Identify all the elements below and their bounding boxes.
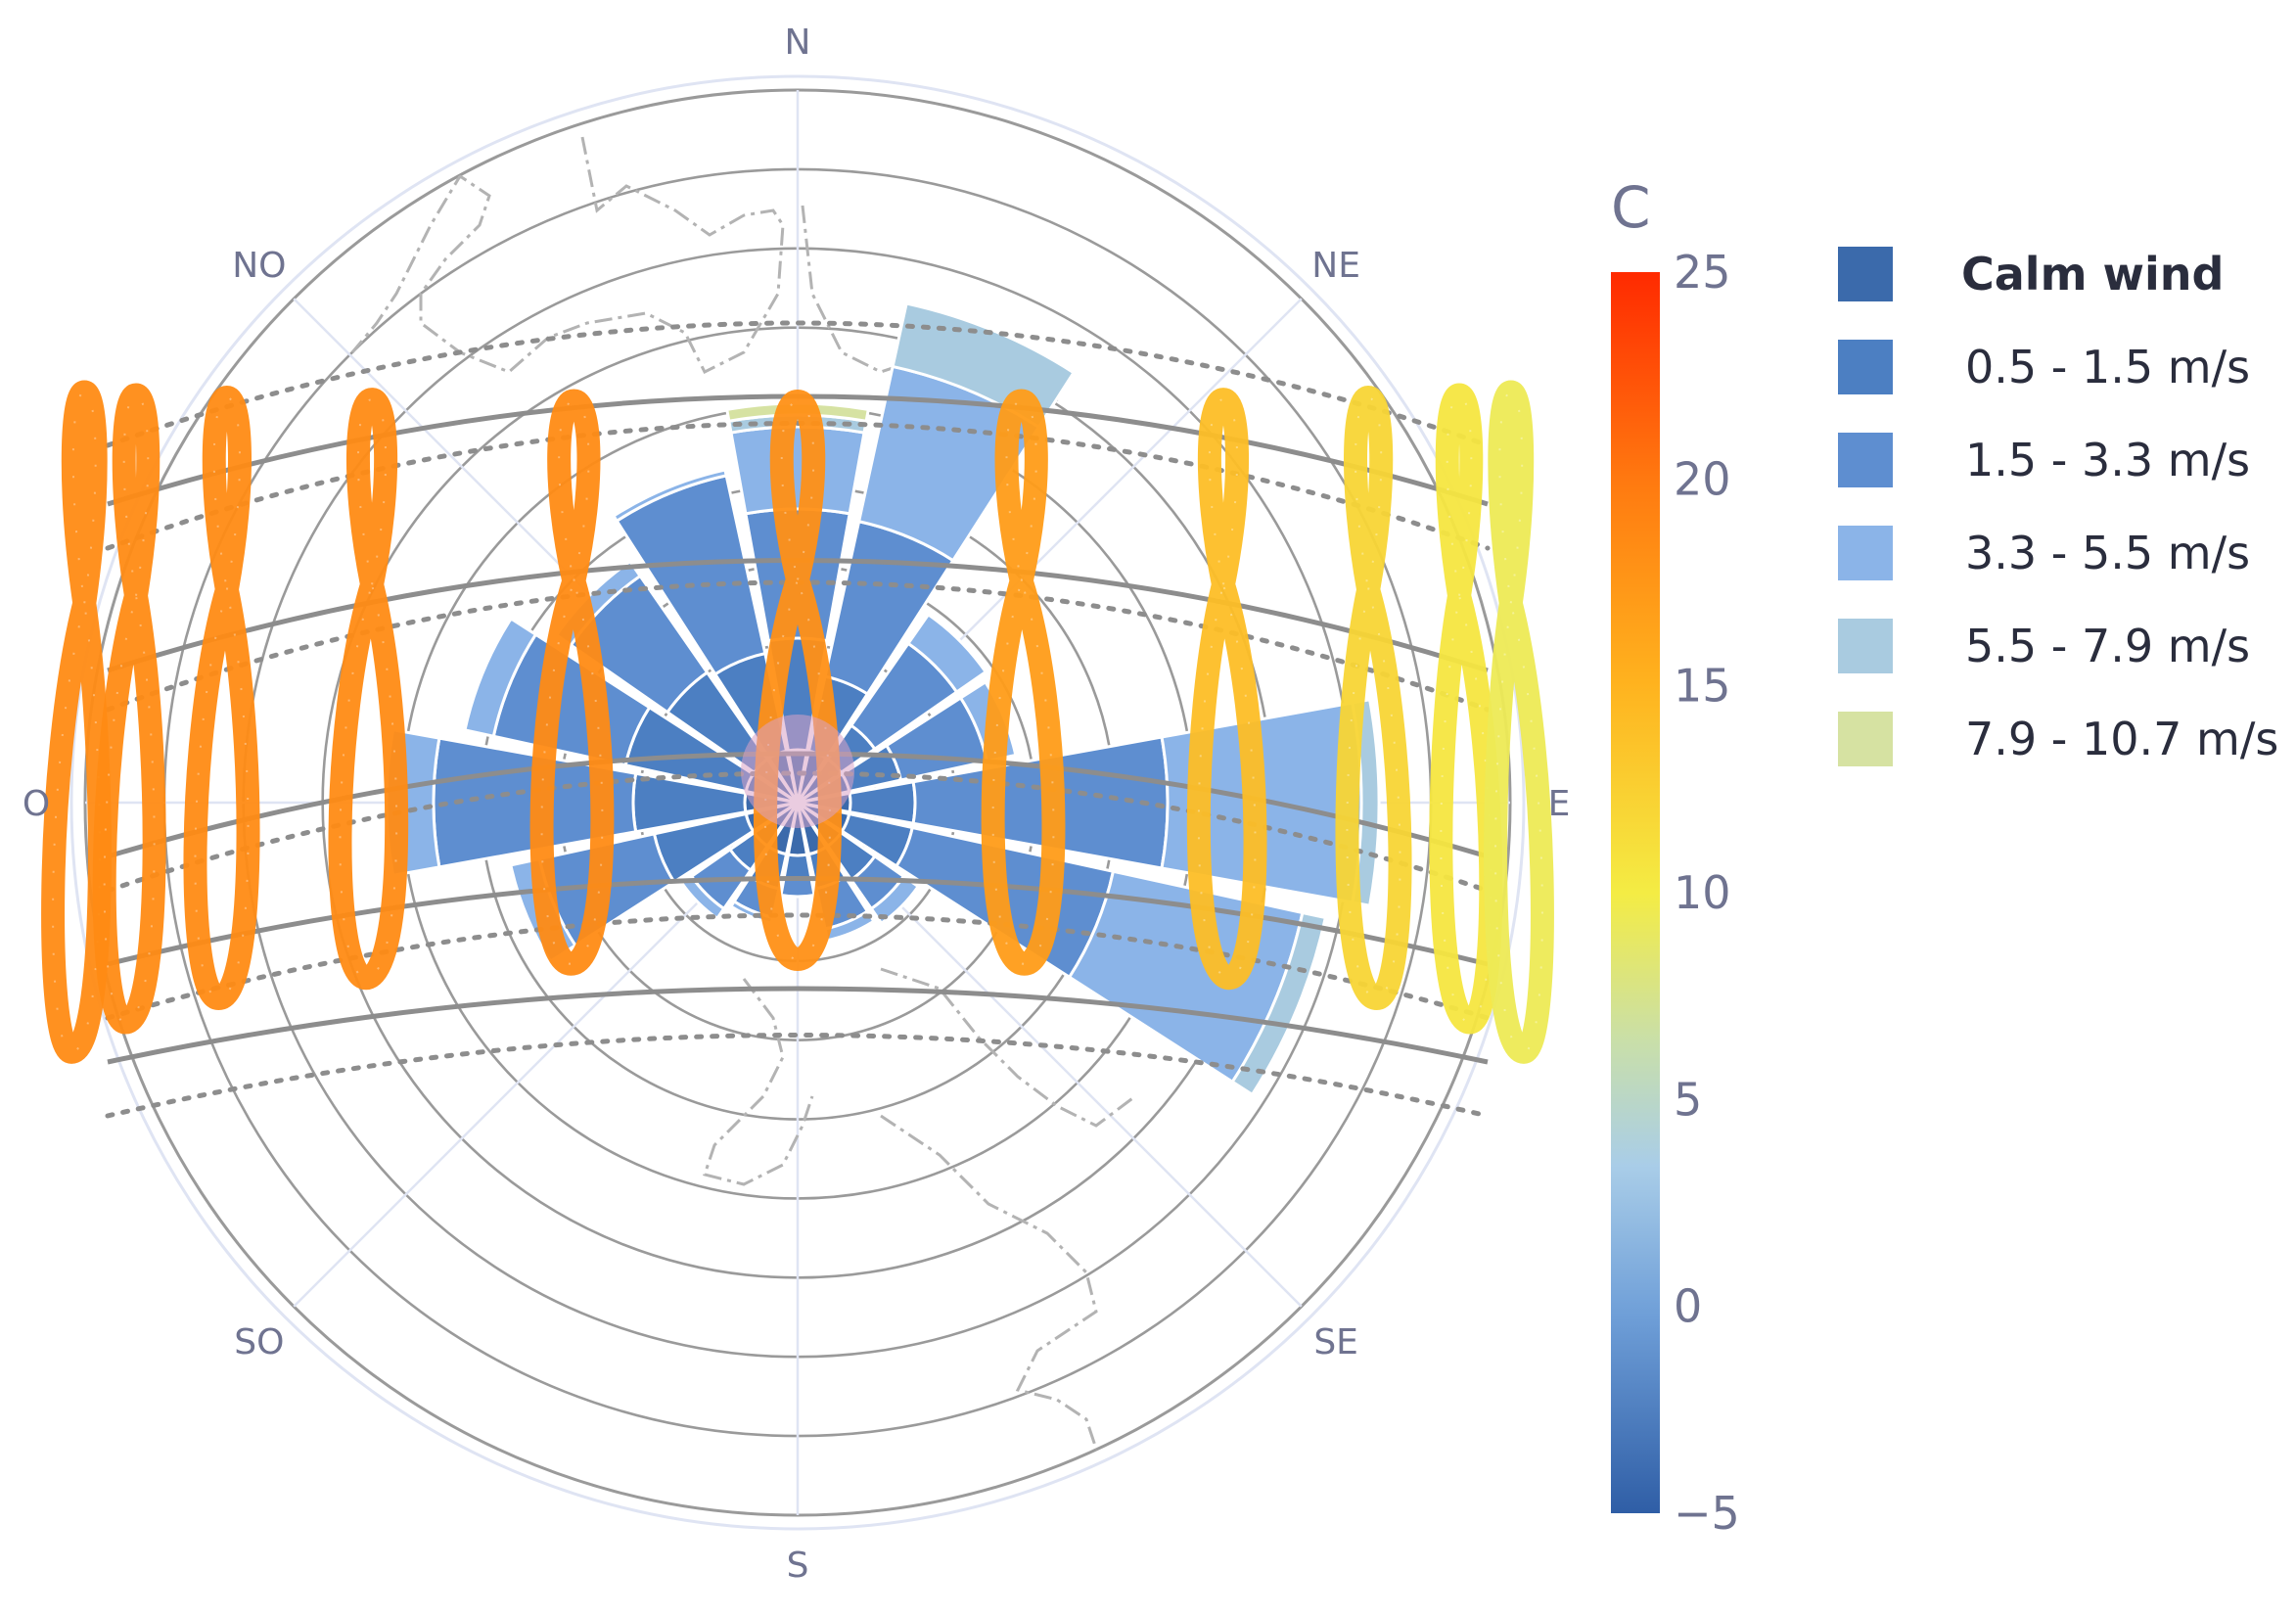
colorbar-tick-4: 5 (1674, 1073, 1702, 1126)
colorbar-tick-1: 20 (1674, 452, 1731, 505)
legend-swatch-0 (1838, 247, 1893, 301)
wind-rose-bar-337.5-3 (611, 468, 728, 524)
direction-label-NE: NE (1311, 246, 1360, 286)
colorbar-title: C (1611, 174, 1651, 241)
wind-rose-bar-135-3 (869, 874, 921, 926)
analemma-texture-4 (540, 399, 604, 965)
temperature-colorbar: C 25 20 15 10 5 0 −5 (1611, 174, 1740, 1540)
legend-label-3: 3.3 - 5.5 m/s (1965, 527, 2250, 579)
sun-path-0 (105, 320, 1491, 448)
analemma-2 (183, 385, 260, 1011)
direction-label-SO: SO (234, 1322, 284, 1362)
analemma-10 (1484, 380, 1554, 1064)
legend-label-4: 5.5 - 7.9 m/s (1965, 620, 2250, 672)
legend-label-5: 7.9 - 10.7 m/s (1965, 713, 2278, 765)
analemma-3 (328, 388, 409, 991)
coastline-south-america (880, 1114, 1108, 1479)
analemma-texture-8 (1346, 395, 1401, 1000)
analemma-7 (1186, 388, 1267, 991)
center-highlight (741, 715, 854, 828)
colorbar-tick-6: −5 (1674, 1487, 1740, 1540)
outer-ring (69, 74, 1526, 1531)
analemma-0 (41, 380, 112, 1064)
wind-rose-bar-292.5-3 (463, 616, 538, 739)
analemma-1 (92, 383, 166, 1035)
sun-path-7 (107, 876, 1489, 967)
coastline-central-america (703, 978, 814, 1186)
direction-label-SE: SE (1313, 1322, 1358, 1362)
analemma-9 (1429, 383, 1503, 1035)
wind-speed-legend: Calm wind 0.5 - 1.5 m/s 1.5 - 3.3 m/s 3.3 -… (1838, 247, 2278, 766)
analemma-8 (1335, 385, 1412, 1011)
colorbar-tick-5: 0 (1674, 1280, 1702, 1333)
analemma-6 (981, 389, 1066, 976)
legend-swatch-4 (1838, 619, 1893, 673)
analemma-series (41, 380, 1554, 1064)
legend-swatch-5 (1838, 712, 1893, 766)
analemma-texture-6 (991, 399, 1055, 965)
sun-path-2 (105, 421, 1491, 551)
colorbar-tick-2: 15 (1674, 660, 1731, 713)
legend-swatch-2 (1838, 433, 1893, 487)
direction-label-S: S (787, 1546, 809, 1586)
colorbar-tick-0: 25 (1674, 246, 1731, 299)
analemma-4 (529, 389, 615, 976)
legend-label-1: 0.5 - 1.5 m/s (1965, 341, 2250, 393)
wind-rose-bar-180-1 (782, 853, 813, 881)
coastline-north-america (350, 136, 785, 375)
legend-label-2: 1.5 - 3.3 m/s (1965, 434, 2250, 486)
wind-rose-bar-0-3 (729, 425, 866, 516)
analemma-texture-10 (1494, 391, 1543, 1053)
direction-label-O: O (23, 784, 50, 824)
analemma-5 (754, 390, 842, 971)
legend-swatch-3 (1838, 526, 1893, 580)
coastline-caribbean (880, 967, 1136, 1128)
sun-path-9 (107, 986, 1489, 1065)
direction-label-E: E (1548, 784, 1571, 824)
wind-rose-bar-45-3 (905, 612, 988, 695)
colorbar-tick-3: 10 (1674, 866, 1731, 919)
sun-path-10 (105, 1033, 1491, 1119)
direction-labels: N NE E SE S SO O NO (23, 23, 1571, 1586)
direction-label-NO: NO (232, 246, 286, 286)
colorbar-gradient (1611, 272, 1660, 1513)
direction-label-N: N (785, 23, 811, 63)
legend-swatch-1 (1838, 340, 1893, 394)
wind-rose-bar-112.5-4 (1230, 910, 1328, 1097)
legend-label-0: Calm wind (1961, 248, 2224, 300)
